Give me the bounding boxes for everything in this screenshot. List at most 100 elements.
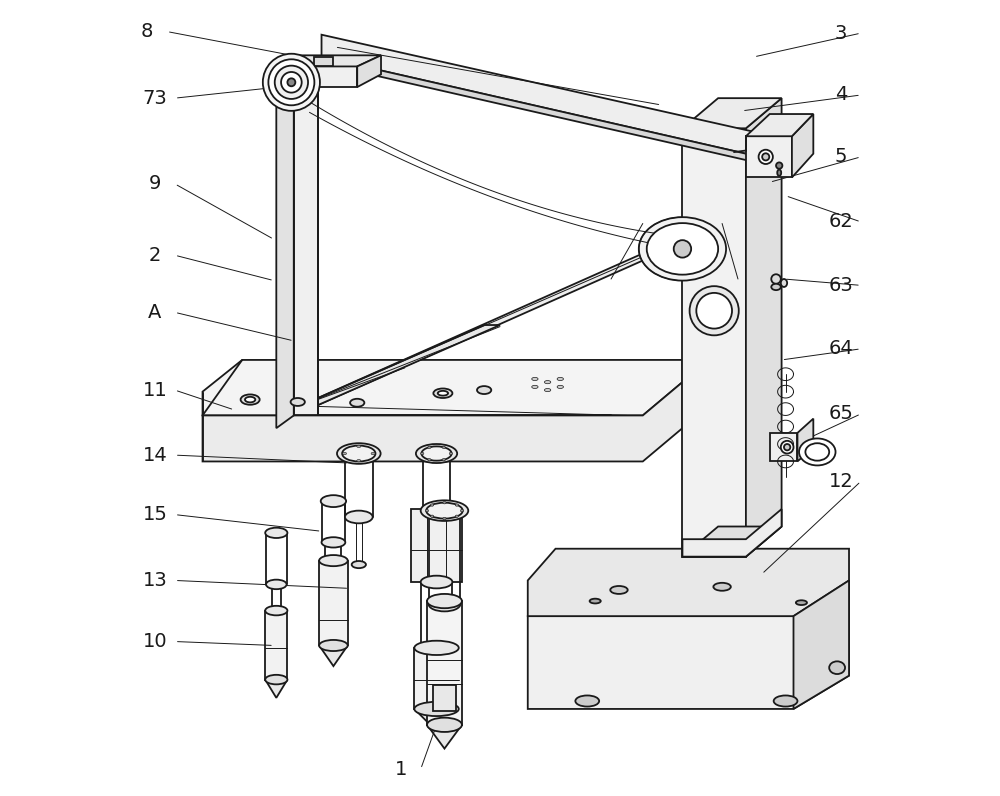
Ellipse shape bbox=[421, 447, 452, 461]
Ellipse shape bbox=[245, 397, 255, 402]
Ellipse shape bbox=[771, 275, 781, 284]
Ellipse shape bbox=[321, 495, 346, 507]
Ellipse shape bbox=[449, 452, 452, 455]
Polygon shape bbox=[203, 360, 682, 416]
Ellipse shape bbox=[759, 150, 773, 164]
Ellipse shape bbox=[291, 398, 305, 406]
Ellipse shape bbox=[428, 458, 431, 461]
Ellipse shape bbox=[762, 154, 769, 161]
Ellipse shape bbox=[774, 696, 797, 707]
Ellipse shape bbox=[776, 162, 782, 169]
Polygon shape bbox=[746, 98, 782, 556]
Text: 12: 12 bbox=[829, 472, 853, 491]
Polygon shape bbox=[203, 382, 682, 462]
Polygon shape bbox=[770, 433, 797, 462]
Text: 13: 13 bbox=[143, 571, 167, 590]
Ellipse shape bbox=[429, 597, 460, 611]
Text: 8: 8 bbox=[141, 22, 153, 41]
Text: 63: 63 bbox=[829, 276, 853, 295]
Ellipse shape bbox=[532, 377, 538, 380]
Text: 4: 4 bbox=[835, 85, 847, 104]
Ellipse shape bbox=[674, 240, 691, 258]
Polygon shape bbox=[682, 526, 782, 556]
Ellipse shape bbox=[431, 515, 434, 517]
Ellipse shape bbox=[799, 439, 836, 466]
Polygon shape bbox=[322, 57, 774, 166]
Ellipse shape bbox=[414, 702, 459, 716]
Ellipse shape bbox=[265, 675, 287, 685]
Ellipse shape bbox=[781, 279, 787, 287]
Text: 9: 9 bbox=[149, 174, 161, 193]
Text: 62: 62 bbox=[829, 213, 853, 232]
Ellipse shape bbox=[350, 399, 364, 407]
Ellipse shape bbox=[426, 503, 463, 518]
Ellipse shape bbox=[639, 217, 726, 281]
Ellipse shape bbox=[460, 509, 464, 512]
Text: 5: 5 bbox=[835, 147, 847, 166]
Ellipse shape bbox=[455, 515, 458, 517]
Ellipse shape bbox=[287, 78, 295, 86]
Ellipse shape bbox=[713, 583, 731, 591]
Ellipse shape bbox=[590, 599, 601, 603]
Ellipse shape bbox=[428, 446, 431, 448]
Ellipse shape bbox=[416, 444, 457, 463]
Ellipse shape bbox=[690, 286, 739, 335]
Polygon shape bbox=[528, 548, 849, 616]
Ellipse shape bbox=[421, 576, 452, 588]
Text: 14: 14 bbox=[143, 446, 167, 465]
Ellipse shape bbox=[345, 511, 373, 523]
Polygon shape bbox=[792, 114, 813, 178]
Ellipse shape bbox=[431, 504, 434, 506]
Ellipse shape bbox=[777, 170, 781, 176]
Ellipse shape bbox=[421, 452, 424, 455]
Polygon shape bbox=[746, 136, 792, 178]
Ellipse shape bbox=[241, 395, 260, 404]
Polygon shape bbox=[427, 601, 462, 725]
Ellipse shape bbox=[371, 452, 375, 455]
Polygon shape bbox=[294, 71, 318, 416]
Ellipse shape bbox=[427, 594, 462, 608]
Ellipse shape bbox=[442, 446, 445, 448]
Ellipse shape bbox=[557, 385, 563, 388]
Ellipse shape bbox=[342, 446, 375, 462]
Ellipse shape bbox=[433, 388, 452, 398]
Ellipse shape bbox=[319, 555, 348, 566]
Ellipse shape bbox=[442, 458, 445, 461]
Ellipse shape bbox=[265, 606, 287, 615]
Text: 1: 1 bbox=[395, 759, 407, 778]
Ellipse shape bbox=[322, 537, 345, 548]
Text: A: A bbox=[148, 302, 162, 322]
Ellipse shape bbox=[443, 501, 446, 504]
Text: 73: 73 bbox=[143, 88, 167, 107]
Polygon shape bbox=[682, 98, 782, 128]
Text: 64: 64 bbox=[829, 339, 853, 358]
Polygon shape bbox=[746, 114, 813, 136]
Ellipse shape bbox=[352, 561, 366, 568]
Polygon shape bbox=[276, 71, 294, 428]
Ellipse shape bbox=[557, 377, 563, 380]
Ellipse shape bbox=[319, 640, 348, 651]
Polygon shape bbox=[793, 580, 849, 709]
Polygon shape bbox=[357, 56, 381, 87]
Ellipse shape bbox=[575, 696, 599, 707]
Polygon shape bbox=[300, 240, 690, 406]
Polygon shape bbox=[265, 611, 287, 680]
Polygon shape bbox=[528, 580, 849, 709]
Ellipse shape bbox=[805, 443, 829, 461]
Polygon shape bbox=[314, 57, 333, 66]
Ellipse shape bbox=[544, 380, 551, 384]
Ellipse shape bbox=[781, 441, 793, 454]
Ellipse shape bbox=[455, 504, 458, 506]
Ellipse shape bbox=[427, 718, 462, 732]
Ellipse shape bbox=[829, 661, 845, 674]
Polygon shape bbox=[797, 419, 813, 462]
Ellipse shape bbox=[443, 517, 446, 520]
Text: 15: 15 bbox=[143, 505, 167, 524]
Ellipse shape bbox=[438, 391, 448, 396]
Ellipse shape bbox=[477, 386, 491, 394]
Text: 11: 11 bbox=[143, 380, 167, 400]
Text: 2: 2 bbox=[149, 246, 161, 265]
Ellipse shape bbox=[357, 459, 361, 462]
Ellipse shape bbox=[266, 579, 287, 589]
Ellipse shape bbox=[337, 443, 381, 464]
